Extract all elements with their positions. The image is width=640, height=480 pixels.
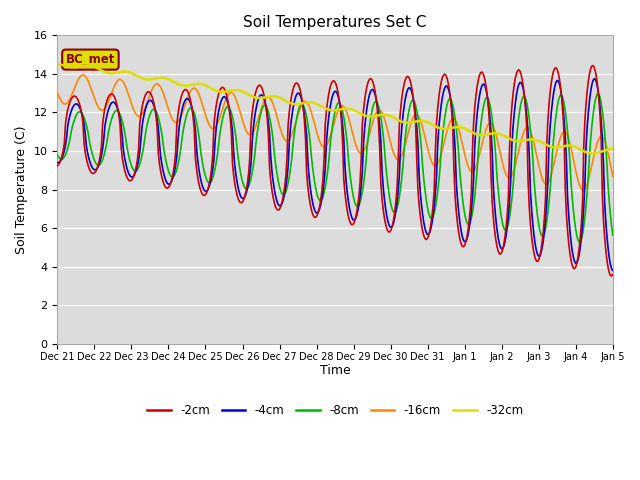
-2cm (558, 96, 566, 101)
-16cm (227, 90, 235, 96)
Line: -8cm: -8cm (58, 94, 612, 242)
-4cm (227, 111, 234, 117)
-16cm (365, 132, 373, 138)
-2cm (589, 63, 597, 69)
-2cm (391, 209, 399, 215)
-4cm (558, 94, 566, 99)
-16cm (579, 188, 586, 193)
Line: -32cm: -32cm (58, 64, 612, 154)
-16cm (559, 130, 567, 135)
-8cm (227, 107, 234, 112)
-2cm (288, 93, 296, 99)
-8cm (594, 91, 602, 96)
-8cm (54, 152, 61, 158)
-8cm (364, 134, 372, 140)
-32cm (227, 88, 234, 94)
-4cm (461, 239, 469, 244)
Line: -16cm: -16cm (58, 75, 612, 191)
-32cm (54, 61, 61, 67)
-2cm (54, 163, 61, 168)
-16cm (609, 173, 616, 179)
-4cm (391, 215, 399, 220)
-16cm (54, 90, 61, 96)
-16cm (463, 159, 470, 165)
-4cm (54, 160, 61, 166)
-8cm (609, 232, 616, 238)
-8cm (461, 215, 469, 221)
-32cm (588, 151, 596, 156)
-16cm (79, 72, 87, 78)
-4cm (288, 115, 296, 121)
-4cm (590, 76, 598, 82)
-32cm (609, 146, 616, 152)
-32cm (364, 113, 372, 119)
Line: -2cm: -2cm (58, 66, 612, 276)
-2cm (608, 273, 616, 279)
Line: -4cm: -4cm (58, 79, 612, 271)
-32cm (288, 101, 296, 107)
Title: Soil Temperatures Set C: Soil Temperatures Set C (243, 15, 427, 30)
-16cm (289, 129, 296, 135)
-2cm (609, 271, 616, 277)
Y-axis label: Soil Temperature (C): Soil Temperature (C) (15, 125, 28, 254)
-2cm (364, 79, 372, 85)
Legend: -2cm, -4cm, -8cm, -16cm, -32cm: -2cm, -4cm, -8cm, -16cm, -32cm (142, 399, 528, 421)
-2cm (461, 240, 469, 246)
-32cm (391, 115, 399, 121)
-4cm (609, 268, 616, 274)
-8cm (575, 239, 583, 245)
X-axis label: Time: Time (320, 364, 351, 377)
-32cm (461, 126, 469, 132)
-32cm (558, 144, 566, 149)
-2cm (227, 114, 234, 120)
Text: BC_met: BC_met (66, 53, 115, 66)
-16cm (392, 155, 400, 161)
-8cm (288, 157, 296, 163)
-8cm (391, 210, 399, 216)
-4cm (364, 98, 372, 104)
-8cm (558, 93, 566, 98)
